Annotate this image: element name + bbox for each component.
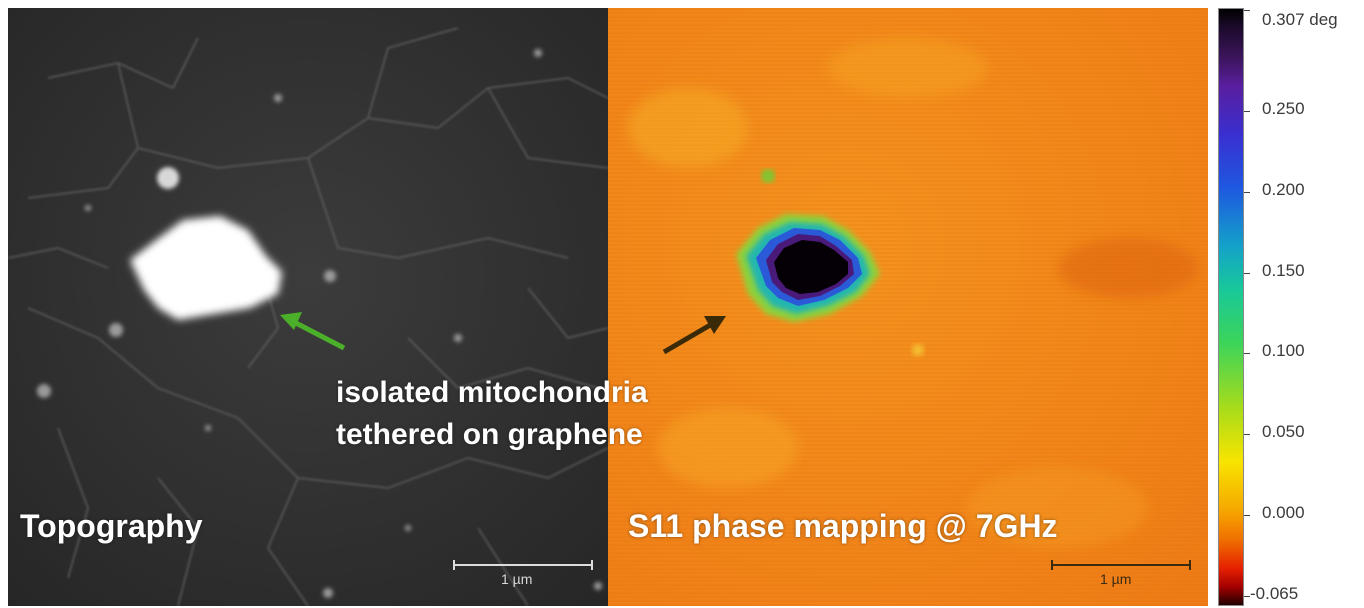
topography-particles — [37, 49, 602, 598]
colorbar-tick — [1244, 353, 1250, 354]
colorbar-bottom-label: -0.065 — [1250, 584, 1299, 603]
topography-svg — [8, 8, 608, 606]
colorbar-tick — [1244, 192, 1250, 193]
caption-text: isolated mitochondria tethered on graphe… — [336, 372, 648, 456]
colorbar-tick — [1244, 111, 1250, 112]
phase-spot-2 — [912, 344, 924, 356]
colorbar-tick — [1244, 434, 1250, 435]
colorbar-label: 0.050 — [1262, 422, 1305, 441]
graphene-wrinkles — [8, 27, 608, 606]
phase-colorbar — [1218, 8, 1244, 606]
caption-line-1: isolated mitochondria — [336, 376, 648, 409]
colorbar-label: 0.250 — [1262, 99, 1305, 118]
colorbar-tick — [1244, 515, 1250, 516]
phase-scale-bar — [1051, 560, 1191, 570]
caption-line-2: tethered on graphene — [336, 418, 643, 451]
colorbar-tick — [1244, 273, 1250, 274]
colorbar-label: 0.000 — [1262, 503, 1305, 522]
colorbar-tick-bottom — [1244, 596, 1250, 597]
phase-svg — [608, 8, 1208, 606]
phase-arrow — [662, 316, 726, 355]
phase-texture — [628, 38, 1198, 548]
topography-arrow — [280, 312, 346, 351]
mitochondrion-topography — [130, 216, 282, 320]
topography-image — [8, 8, 608, 606]
phase-mapping-label: S11 phase mapping @ 7GHz — [628, 508, 1058, 544]
colorbar-top-label: 0.307 deg — [1262, 10, 1338, 29]
colorbar-label: 0.200 — [1262, 180, 1305, 199]
topography-scale-label: 1 µm — [501, 571, 533, 587]
colorbar-tick-top — [1244, 10, 1250, 11]
mitochondrion-phase — [736, 214, 880, 322]
colorbar-label: 0.150 — [1262, 261, 1305, 280]
topography-background — [8, 8, 608, 606]
colorbar-label: 0.100 — [1262, 341, 1305, 360]
topography-scale-bar — [453, 560, 593, 570]
topography-label: Topography — [20, 508, 203, 544]
s11-phase-image — [608, 8, 1208, 606]
phase-spot — [761, 169, 775, 183]
phase-scale-label: 1 µm — [1100, 571, 1132, 587]
